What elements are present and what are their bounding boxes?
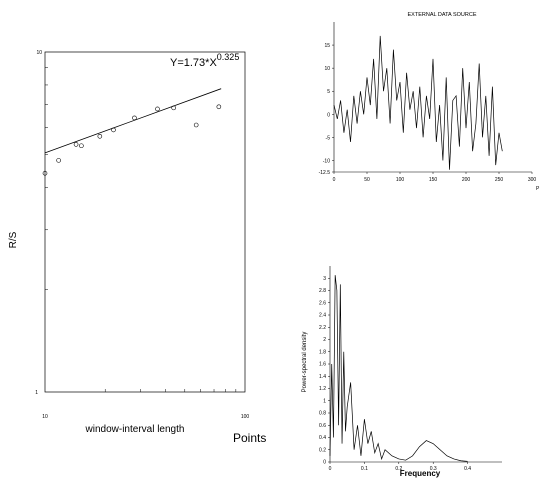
psd-y-tick-label: 1.8 bbox=[319, 349, 326, 355]
psd-y-tick-label: 1 bbox=[323, 398, 326, 404]
timeseries-y-tick-label: 10 bbox=[324, 66, 330, 72]
psd-y-tick-label: 3 bbox=[323, 276, 326, 282]
psd-y-tick-label: 1.2 bbox=[319, 386, 326, 392]
rs-data-point bbox=[97, 134, 103, 139]
rs-data-point bbox=[79, 143, 84, 149]
psd-y-tick-label: 2.2 bbox=[319, 325, 326, 331]
psd-chart: 0 0.2 0.4 0.6 0.8 1 1.2 1.4 1.6 1.8 2 2.2 2.4 2.6 2.8 3… bbox=[302, 266, 502, 478]
rs-x-tick-100: 100 bbox=[241, 414, 250, 420]
timeseries-x-tick-label: 100 bbox=[396, 177, 405, 183]
rs-plot-frame bbox=[44, 51, 246, 393]
timeseries-line bbox=[333, 35, 503, 170]
psd-y-tick-label: 2.8 bbox=[319, 288, 326, 294]
rs-data-point bbox=[132, 115, 137, 121]
rs-y-tick-10: 10 bbox=[36, 50, 42, 56]
timeseries-y-tick-label: 15 bbox=[324, 43, 330, 49]
psd-y-tick-label: 0.8 bbox=[319, 411, 326, 417]
rs-data-point bbox=[42, 170, 48, 176]
psd-y-tick-label: 0.6 bbox=[319, 423, 326, 429]
rs-y-tick-1: 1 bbox=[35, 390, 38, 396]
timeseries-x-tick-label: 150 bbox=[429, 177, 438, 183]
psd-x-tick-label: 0.4 bbox=[464, 466, 471, 472]
rs-axis-ticks bbox=[45, 67, 237, 392]
rs-data-point bbox=[73, 142, 79, 147]
psd-y-tick-label: 0.2 bbox=[319, 447, 326, 453]
timeseries-title: EXTERNAL DATA SOURCE bbox=[408, 12, 477, 18]
rs-data-point bbox=[155, 106, 160, 112]
psd-x-tick-label: 0.3 bbox=[430, 466, 437, 472]
timeseries-x-axis-label: P bbox=[536, 186, 540, 192]
rs-chart-panel: Y=1.73*X0.325 R/S window-interval length… bbox=[8, 50, 267, 445]
rs-x-axis-extra: Points bbox=[233, 431, 266, 445]
psd-x-tick-label: 0.2 bbox=[395, 466, 402, 472]
psd-chart-panel: 0 0.2 0.4 0.6 0.8 1 1.2 1.4 1.6 1.8 2 2.2 2.4 2.6 2.8 3… bbox=[292, 240, 542, 478]
psd-y-ticks: 0 0.2 0.4 0.6 0.8 1 1.2 1.4 1.6 1.8 2 2.2 2.4 2.6 2.8 3 bbox=[319, 276, 330, 466]
rs-chart: Y=1.73*X0.325 R/S window-interval length… bbox=[8, 50, 266, 445]
psd-y-tick-label: 0 bbox=[323, 460, 326, 466]
timeseries-x-tick-label: 300 bbox=[528, 177, 537, 183]
psd-y-tick-label: 1.6 bbox=[319, 362, 326, 368]
rs-points bbox=[42, 104, 222, 176]
psd-x-tick-label: 0.1 bbox=[361, 466, 368, 472]
timeseries-x-tick-label: 0 bbox=[333, 177, 336, 183]
psd-y-tick-label: 1.4 bbox=[319, 374, 326, 380]
timeseries-y-ticks: 15 10 5 0 -5 -10 -12.5 bbox=[319, 43, 334, 176]
psd-x-ticks: 0 0.1 0.2 0.3 0.4 bbox=[329, 462, 471, 472]
rs-x-axis-label: window-interval length bbox=[85, 424, 185, 435]
timeseries-y-tick-label: 5 bbox=[327, 89, 330, 95]
psd-y-tick-label: 0.4 bbox=[319, 435, 326, 441]
psd-y-tick-label: 2.4 bbox=[319, 313, 326, 319]
rs-data-point bbox=[193, 122, 199, 128]
timeseries-x-ticks: 0 50 100 150 200 250 300 bbox=[333, 172, 537, 183]
rs-equation-base: Y=1.73*X bbox=[170, 57, 217, 69]
psd-x-axis-label: Frequency bbox=[400, 469, 441, 478]
timeseries-x-tick-label: 200 bbox=[462, 177, 471, 183]
psd-y-tick-label: 2.6 bbox=[319, 300, 326, 306]
rs-equation-exponent: 0.325 bbox=[217, 52, 240, 62]
rs-x-tick-10: 10 bbox=[42, 414, 48, 420]
rs-data-point bbox=[216, 104, 222, 110]
timeseries-y-tick-label: 0 bbox=[327, 112, 330, 118]
rs-y-axis-label: R/S bbox=[8, 231, 19, 248]
psd-y-axis-label: Power-spectral density bbox=[302, 332, 308, 393]
timeseries-x-tick-label: 50 bbox=[364, 177, 370, 183]
psd-y-tick-label: 2 bbox=[323, 337, 326, 343]
timeseries-x-tick-label: 250 bbox=[495, 177, 504, 183]
psd-x-tick-label: 0 bbox=[329, 466, 332, 472]
rs-data-point bbox=[56, 158, 61, 163]
psd-line bbox=[329, 275, 468, 462]
timeseries-y-tick-label: -5 bbox=[326, 135, 331, 141]
timeseries-y-tick-label: -12.5 bbox=[319, 170, 331, 176]
timeseries-y-tick-label: -10 bbox=[323, 158, 330, 164]
rs-fit-line bbox=[44, 88, 222, 154]
rs-equation: Y=1.73*X0.325 bbox=[170, 52, 239, 69]
